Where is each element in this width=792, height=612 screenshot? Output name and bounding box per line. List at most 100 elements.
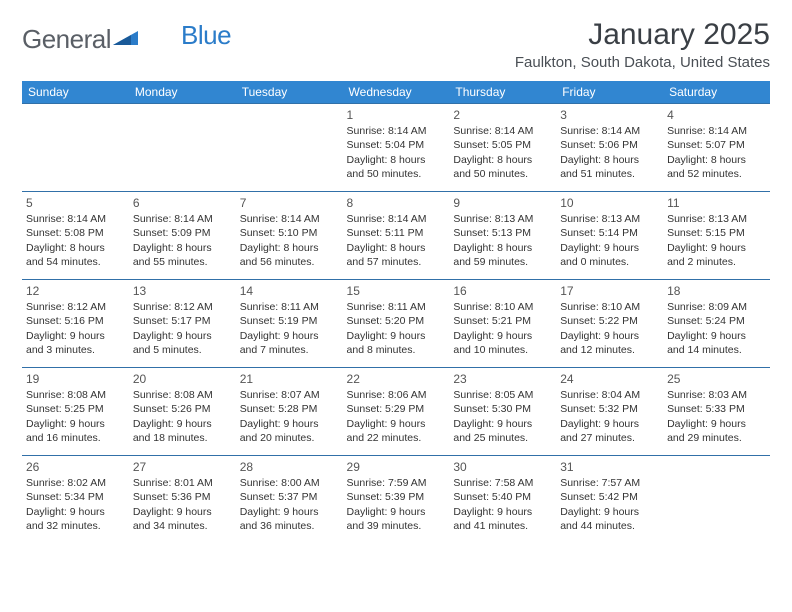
day-header: Monday: [129, 81, 236, 104]
week-row: 1Sunrise: 8:14 AMSunset: 5:04 PMDaylight…: [22, 104, 770, 192]
location: Faulkton, South Dakota, United States: [515, 54, 770, 71]
day-cell: 16Sunrise: 8:10 AMSunset: 5:21 PMDayligh…: [449, 280, 556, 368]
day-cell: 12Sunrise: 8:12 AMSunset: 5:16 PMDayligh…: [22, 280, 129, 368]
day-info: Sunrise: 8:08 AMSunset: 5:26 PMDaylight:…: [133, 388, 232, 445]
day-number: 18: [667, 283, 766, 299]
day-info: Sunrise: 7:59 AMSunset: 5:39 PMDaylight:…: [347, 476, 446, 533]
day-info: Sunrise: 8:01 AMSunset: 5:36 PMDaylight:…: [133, 476, 232, 533]
day-info: Sunrise: 8:07 AMSunset: 5:28 PMDaylight:…: [240, 388, 339, 445]
day-cell: 14Sunrise: 8:11 AMSunset: 5:19 PMDayligh…: [236, 280, 343, 368]
day-info: Sunrise: 8:12 AMSunset: 5:17 PMDaylight:…: [133, 300, 232, 357]
day-cell: 3Sunrise: 8:14 AMSunset: 5:06 PMDaylight…: [556, 104, 663, 192]
day-cell: 8Sunrise: 8:14 AMSunset: 5:11 PMDaylight…: [343, 192, 450, 280]
day-info: Sunrise: 8:14 AMSunset: 5:08 PMDaylight:…: [26, 212, 125, 269]
day-number: 28: [240, 459, 339, 475]
day-header: Friday: [556, 81, 663, 104]
month-title: January 2025: [515, 18, 770, 52]
day-cell: 29Sunrise: 7:59 AMSunset: 5:39 PMDayligh…: [343, 456, 450, 544]
day-number: 17: [560, 283, 659, 299]
logo-triangle-icon: [113, 28, 139, 51]
day-cell: 18Sunrise: 8:09 AMSunset: 5:24 PMDayligh…: [663, 280, 770, 368]
day-info: Sunrise: 8:14 AMSunset: 5:09 PMDaylight:…: [133, 212, 232, 269]
day-number: 19: [26, 371, 125, 387]
day-number: 4: [667, 107, 766, 123]
day-cell: 17Sunrise: 8:10 AMSunset: 5:22 PMDayligh…: [556, 280, 663, 368]
week-row: 5Sunrise: 8:14 AMSunset: 5:08 PMDaylight…: [22, 192, 770, 280]
day-cell: 10Sunrise: 8:13 AMSunset: 5:14 PMDayligh…: [556, 192, 663, 280]
day-number: 20: [133, 371, 232, 387]
day-number: 5: [26, 195, 125, 211]
logo: General Blue: [22, 24, 189, 55]
day-number: 3: [560, 107, 659, 123]
day-info: Sunrise: 8:14 AMSunset: 5:10 PMDaylight:…: [240, 212, 339, 269]
day-info: Sunrise: 7:58 AMSunset: 5:40 PMDaylight:…: [453, 476, 552, 533]
logo-word1: General: [22, 24, 111, 55]
day-cell: 2Sunrise: 8:14 AMSunset: 5:05 PMDaylight…: [449, 104, 556, 192]
day-header: Wednesday: [343, 81, 450, 104]
day-info: Sunrise: 8:10 AMSunset: 5:21 PMDaylight:…: [453, 300, 552, 357]
day-number: 23: [453, 371, 552, 387]
day-number: 16: [453, 283, 552, 299]
day-cell: 25Sunrise: 8:03 AMSunset: 5:33 PMDayligh…: [663, 368, 770, 456]
day-number: 10: [560, 195, 659, 211]
day-cell: [129, 104, 236, 192]
day-info: Sunrise: 8:14 AMSunset: 5:06 PMDaylight:…: [560, 124, 659, 181]
day-cell: 1Sunrise: 8:14 AMSunset: 5:04 PMDaylight…: [343, 104, 450, 192]
day-number: 6: [133, 195, 232, 211]
day-number: 1: [347, 107, 446, 123]
day-cell: 6Sunrise: 8:14 AMSunset: 5:09 PMDaylight…: [129, 192, 236, 280]
day-header: Saturday: [663, 81, 770, 104]
day-cell: [236, 104, 343, 192]
day-number: 27: [133, 459, 232, 475]
day-cell: 9Sunrise: 8:13 AMSunset: 5:13 PMDaylight…: [449, 192, 556, 280]
day-number: 31: [560, 459, 659, 475]
day-info: Sunrise: 7:57 AMSunset: 5:42 PMDaylight:…: [560, 476, 659, 533]
day-info: Sunrise: 8:13 AMSunset: 5:13 PMDaylight:…: [453, 212, 552, 269]
day-cell: 5Sunrise: 8:14 AMSunset: 5:08 PMDaylight…: [22, 192, 129, 280]
day-number: 15: [347, 283, 446, 299]
day-cell: [663, 456, 770, 544]
day-number: 30: [453, 459, 552, 475]
day-cell: 20Sunrise: 8:08 AMSunset: 5:26 PMDayligh…: [129, 368, 236, 456]
day-info: Sunrise: 8:11 AMSunset: 5:20 PMDaylight:…: [347, 300, 446, 357]
day-info: Sunrise: 8:00 AMSunset: 5:37 PMDaylight:…: [240, 476, 339, 533]
day-cell: 30Sunrise: 7:58 AMSunset: 5:40 PMDayligh…: [449, 456, 556, 544]
day-cell: 24Sunrise: 8:04 AMSunset: 5:32 PMDayligh…: [556, 368, 663, 456]
day-info: Sunrise: 8:10 AMSunset: 5:22 PMDaylight:…: [560, 300, 659, 357]
day-cell: 11Sunrise: 8:13 AMSunset: 5:15 PMDayligh…: [663, 192, 770, 280]
day-cell: 13Sunrise: 8:12 AMSunset: 5:17 PMDayligh…: [129, 280, 236, 368]
day-cell: 7Sunrise: 8:14 AMSunset: 5:10 PMDaylight…: [236, 192, 343, 280]
calendar-table: SundayMondayTuesdayWednesdayThursdayFrid…: [22, 81, 770, 544]
day-info: Sunrise: 8:05 AMSunset: 5:30 PMDaylight:…: [453, 388, 552, 445]
title-block: January 2025 Faulkton, South Dakota, Uni…: [515, 18, 770, 79]
day-cell: 27Sunrise: 8:01 AMSunset: 5:36 PMDayligh…: [129, 456, 236, 544]
day-info: Sunrise: 8:13 AMSunset: 5:14 PMDaylight:…: [560, 212, 659, 269]
day-cell: 23Sunrise: 8:05 AMSunset: 5:30 PMDayligh…: [449, 368, 556, 456]
week-row: 26Sunrise: 8:02 AMSunset: 5:34 PMDayligh…: [22, 456, 770, 544]
day-info: Sunrise: 8:14 AMSunset: 5:05 PMDaylight:…: [453, 124, 552, 181]
day-cell: [22, 104, 129, 192]
day-info: Sunrise: 8:04 AMSunset: 5:32 PMDaylight:…: [560, 388, 659, 445]
day-info: Sunrise: 8:02 AMSunset: 5:34 PMDaylight:…: [26, 476, 125, 533]
day-number: 11: [667, 195, 766, 211]
day-info: Sunrise: 8:14 AMSunset: 5:11 PMDaylight:…: [347, 212, 446, 269]
day-info: Sunrise: 8:06 AMSunset: 5:29 PMDaylight:…: [347, 388, 446, 445]
day-header: Thursday: [449, 81, 556, 104]
day-number: 21: [240, 371, 339, 387]
week-row: 19Sunrise: 8:08 AMSunset: 5:25 PMDayligh…: [22, 368, 770, 456]
day-info: Sunrise: 8:14 AMSunset: 5:07 PMDaylight:…: [667, 124, 766, 181]
day-cell: 19Sunrise: 8:08 AMSunset: 5:25 PMDayligh…: [22, 368, 129, 456]
day-number: 13: [133, 283, 232, 299]
day-cell: 28Sunrise: 8:00 AMSunset: 5:37 PMDayligh…: [236, 456, 343, 544]
day-number: 2: [453, 107, 552, 123]
day-info: Sunrise: 8:11 AMSunset: 5:19 PMDaylight:…: [240, 300, 339, 357]
day-cell: 31Sunrise: 7:57 AMSunset: 5:42 PMDayligh…: [556, 456, 663, 544]
day-info: Sunrise: 8:09 AMSunset: 5:24 PMDaylight:…: [667, 300, 766, 357]
header: General Blue January 2025 Faulkton, Sout…: [22, 18, 770, 79]
day-header-row: SundayMondayTuesdayWednesdayThursdayFrid…: [22, 81, 770, 104]
day-cell: 22Sunrise: 8:06 AMSunset: 5:29 PMDayligh…: [343, 368, 450, 456]
day-number: 22: [347, 371, 446, 387]
day-number: 8: [347, 195, 446, 211]
day-number: 25: [667, 371, 766, 387]
day-number: 14: [240, 283, 339, 299]
